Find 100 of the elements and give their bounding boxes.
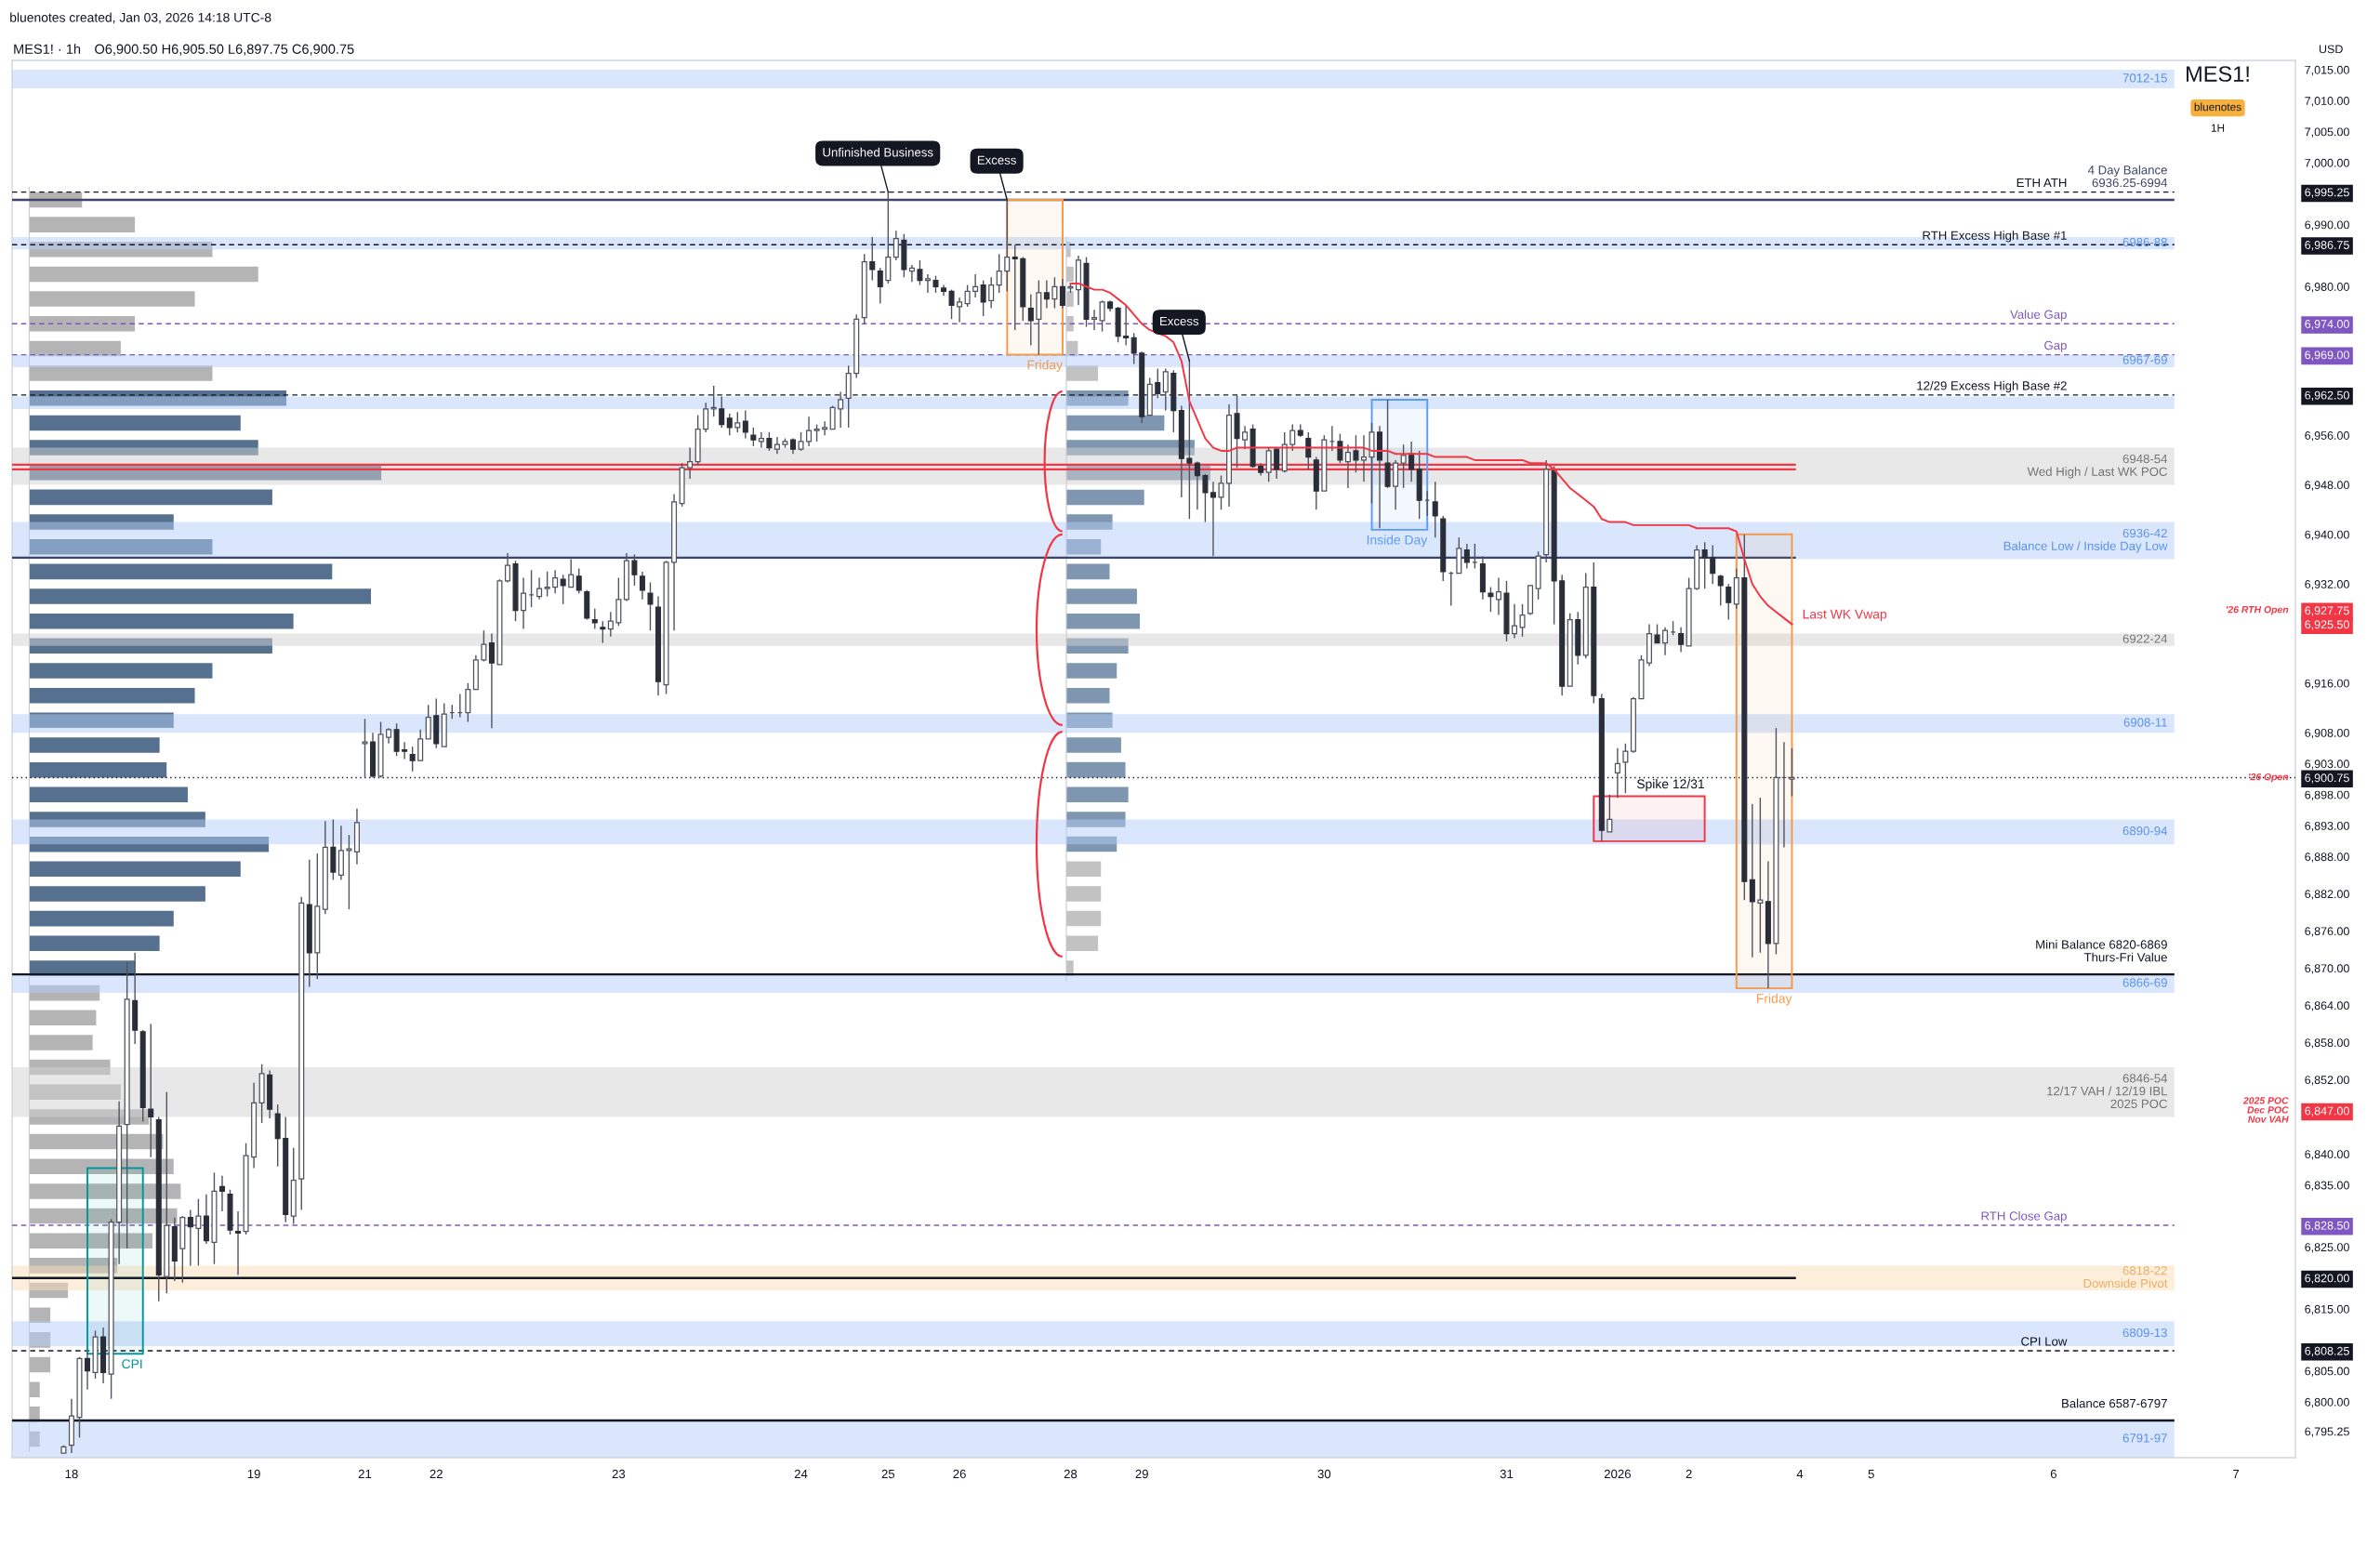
x-tick-label: 22 <box>430 1469 443 1479</box>
candlestick <box>481 629 487 663</box>
bar <box>29 538 213 555</box>
bar <box>29 291 195 307</box>
candlestick <box>1004 199 1011 292</box>
candlestick <box>218 1175 225 1212</box>
y-tick-label: 6,870.00 <box>2305 964 2349 974</box>
candlestick <box>1059 278 1065 310</box>
bar <box>29 563 333 580</box>
candlestick <box>552 569 559 594</box>
bar <box>1066 886 1102 902</box>
bar <box>29 217 136 232</box>
candlestick <box>1622 743 1629 794</box>
candlestick <box>1051 276 1058 310</box>
bar <box>29 315 136 332</box>
annotation: Unfinished Business <box>823 147 933 157</box>
bar <box>29 440 258 456</box>
annotation: Inside Day <box>1367 535 1428 548</box>
y-tick-label: 6,888.00 <box>2305 852 2349 863</box>
candlestick <box>1337 432 1343 464</box>
bar <box>29 1059 111 1076</box>
bar <box>29 390 287 406</box>
candlestick <box>1344 443 1351 489</box>
y-tick-label: 6,900.75 <box>2305 773 2349 784</box>
candlestick <box>1726 583 1732 621</box>
x-tick-label: 18 <box>65 1469 78 1479</box>
candlestick <box>908 264 915 283</box>
candlestick <box>1749 803 1755 958</box>
candlestick <box>774 436 780 455</box>
candlestick <box>1678 627 1685 654</box>
candlestick <box>1202 473 1209 523</box>
bar <box>29 1035 93 1050</box>
y-tick-label: 7,010.00 <box>2305 97 2349 107</box>
annotation: Excess <box>1160 316 1199 326</box>
candlestick <box>687 446 694 480</box>
band-label: 7012-15 <box>2122 73 2167 83</box>
bar <box>1066 836 1117 852</box>
x-tick-label: 23 <box>612 1469 626 1479</box>
bar <box>29 812 205 827</box>
y-tick-label: 6,908.00 <box>2305 728 2349 739</box>
y-tick-label: 6,828.50 <box>2305 1221 2349 1232</box>
annotation: '26 Open <box>2249 773 2289 783</box>
band-label: 6809-13 <box>2122 1328 2167 1338</box>
bar <box>29 1084 121 1101</box>
candlestick <box>1606 794 1613 833</box>
candlestick <box>877 267 883 305</box>
candlestick <box>1717 574 1724 607</box>
candlestick <box>1012 244 1018 331</box>
bar <box>1066 910 1102 927</box>
y-tick-label: 6,898.00 <box>2305 790 2349 800</box>
candlestick <box>393 722 400 757</box>
band-label: 6936-42 Balance Low / Inside Day Low <box>2003 528 2168 553</box>
y-tick-label: 6,858.00 <box>2305 1038 2349 1049</box>
candlestick <box>1210 481 1216 557</box>
ref-line-label: Balance 6587-6797 <box>2062 1398 2167 1408</box>
candlestick <box>726 413 733 436</box>
candlestick <box>346 834 352 910</box>
candlestick <box>575 567 582 594</box>
ref-line-label: RTH Close Gap <box>1981 1210 2067 1223</box>
y-tick-label: 6,974.00 <box>2305 320 2349 330</box>
bar <box>29 1431 40 1447</box>
candlestick <box>1710 544 1716 585</box>
candlestick <box>813 423 820 443</box>
bar <box>29 663 213 679</box>
candlestick <box>639 571 645 601</box>
bar <box>29 886 205 902</box>
chart-subtitle: O6,900.50 H6,905.50 L6,897.75 C6,900.75 <box>95 44 354 56</box>
candlestick <box>964 284 971 308</box>
candlestick <box>1099 299 1105 333</box>
x-tick-label: 4 <box>1796 1469 1804 1479</box>
annotation: Friday <box>1027 360 1063 373</box>
x-tick-label: 30 <box>1317 1469 1331 1479</box>
candlestick <box>568 558 575 588</box>
y-tick-label: 6,925.50 <box>2305 620 2349 630</box>
y-tick-label: 7,005.00 <box>2305 127 2349 138</box>
band-label: 6922-24 <box>2122 634 2168 643</box>
ref-line-label: RTH Excess High Base #1 <box>1923 231 2067 243</box>
candlestick <box>996 253 1002 294</box>
text: bluenotes created, Jan 03, 2026 14:18 UTC-8 <box>10 12 271 24</box>
ref-line-label: Mini Balance 6820-6869 Thurs-Fri Value <box>2036 939 2167 962</box>
band-label: 6967-69 <box>2122 355 2167 364</box>
candlestick <box>806 416 813 447</box>
candlestick <box>631 553 638 587</box>
ref-line-label: Gap <box>2044 340 2067 352</box>
candlestick <box>1662 627 1669 656</box>
candlestick <box>1432 481 1438 538</box>
candlestick <box>647 581 654 631</box>
candlestick <box>710 385 717 417</box>
candlestick <box>1218 474 1224 510</box>
y-tick-label: 6,903.00 <box>2305 760 2349 770</box>
bar <box>1066 588 1137 604</box>
y-tick-label: 6,815.00 <box>2305 1304 2349 1315</box>
candlestick <box>932 274 939 294</box>
bar <box>29 687 195 704</box>
x-tick-label: 24 <box>794 1469 808 1479</box>
bar <box>29 836 270 852</box>
candlestick <box>829 404 836 430</box>
x-tick-label: 7 <box>2233 1469 2240 1479</box>
candlestick <box>607 611 614 638</box>
y-tick-label: 7,000.00 <box>2305 158 2349 169</box>
